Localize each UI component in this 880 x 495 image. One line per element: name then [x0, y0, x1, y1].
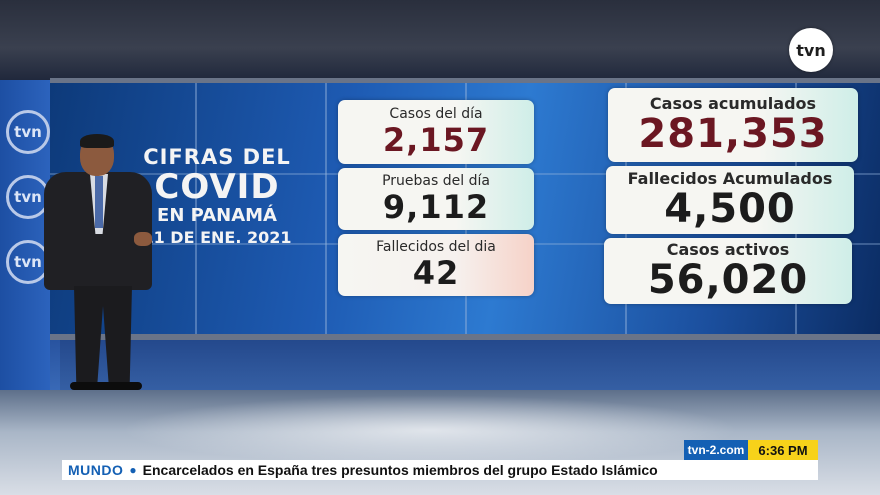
active-cases-card: Casos activos 56,020 [604, 238, 852, 304]
daily-cases-value: 2,157 [382, 121, 490, 159]
wall-seam [195, 83, 197, 334]
ticker-headline: Encarcelados en España tres presuntos mi… [142, 462, 658, 478]
daily-deaths-value: 42 [412, 254, 460, 292]
daily-tests-label: Pruebas del día [382, 173, 490, 189]
cumulative-deaths-label: Fallecidos Acumulados [627, 169, 833, 188]
news-anchor [36, 134, 156, 392]
daily-tests-value: 9,112 [382, 188, 490, 226]
daily-cases-label: Casos del día [389, 106, 483, 122]
active-cases-label: Casos activos [666, 240, 790, 259]
cumulative-deaths-card: Fallecidos Acumulados 4,500 [606, 166, 854, 234]
ticker-clock: 6:36 PM [748, 440, 818, 460]
cumulative-cases-value: 281,353 [638, 111, 828, 157]
title-line-2: COVID [154, 167, 280, 207]
bullet-icon: ● [129, 463, 137, 477]
ticker-site: tvn-2.com [684, 440, 748, 460]
news-ticker: MUNDO ● Encarcelados en España tres pres… [62, 460, 818, 480]
cumulative-cases-label: Casos acumulados [649, 94, 817, 113]
wall-seam [325, 83, 327, 334]
anchor-hair [80, 134, 114, 148]
daily-tests-card: Pruebas del día 9,112 [338, 168, 534, 230]
active-cases-value: 56,020 [647, 257, 809, 303]
anchor-tie [95, 176, 103, 228]
title-line-1: CIFRAS DEL [143, 145, 291, 169]
daily-cases-card: Casos del día 2,157 [338, 100, 534, 164]
side-logo-1: tvn [6, 110, 50, 154]
floor-glow [120, 395, 740, 465]
studio-ceiling [0, 0, 880, 80]
title-date: 11 DE ENE. 2021 [142, 228, 292, 247]
ticker-section: MUNDO [68, 462, 124, 478]
anchor-legs [74, 286, 132, 386]
daily-deaths-card: Fallecidos del dia 42 [338, 234, 534, 296]
cumulative-cases-card: Casos acumulados 281,353 [608, 88, 858, 162]
cumulative-deaths-value: 4,500 [664, 186, 796, 232]
title-line-3: EN PANAMÁ [157, 205, 277, 226]
anchor-shoes [70, 382, 142, 390]
ticker-meta: tvn-2.com 6:36 PM [684, 440, 818, 460]
anchor-hand [134, 232, 152, 246]
covid-title-panel: CIFRAS DEL COVID EN PANAMÁ 11 DE ENE. 20… [142, 145, 292, 249]
daily-deaths-label: Fallecidos del dia [376, 239, 496, 255]
channel-logo: tvn [789, 28, 833, 72]
